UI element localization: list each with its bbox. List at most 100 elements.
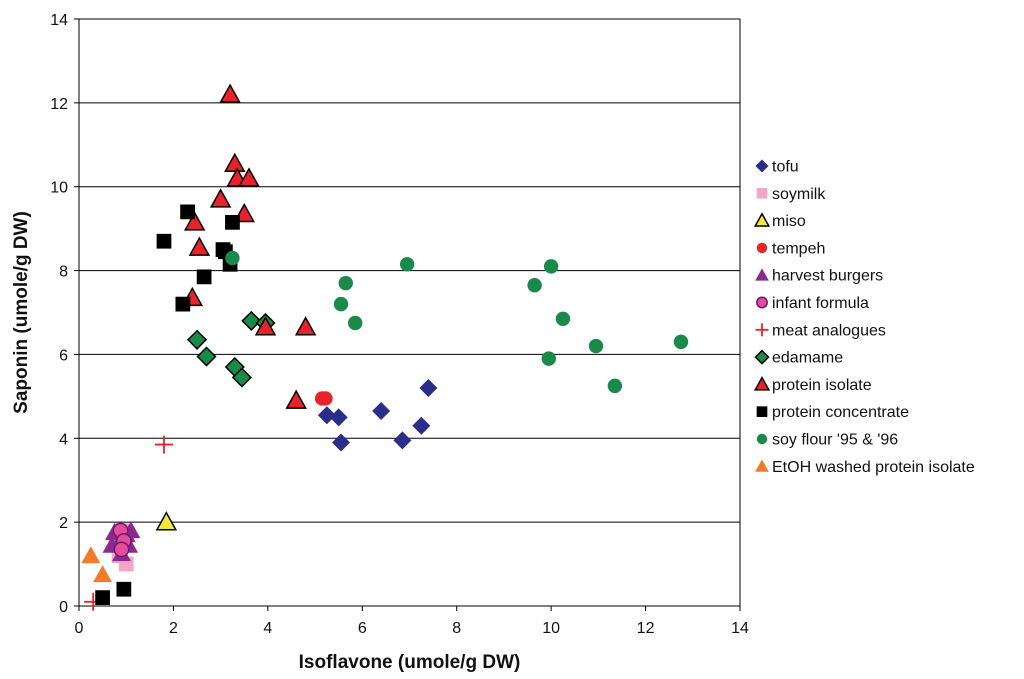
legend-item-etoh-washed-protein-isolate: EtOH washed protein isolate <box>755 459 975 476</box>
point-soy-flour-95-96 <box>348 315 363 331</box>
legend-label-tempeh: tempeh <box>772 240 825 257</box>
series-tempeh <box>314 391 333 406</box>
legend-marker-soymilk <box>756 187 768 199</box>
legend-label-edamame: edamame <box>772 350 843 367</box>
y-tick-label-12: 12 <box>50 96 68 113</box>
legend-label-protein-concentrate: protein concentrate <box>772 404 909 421</box>
gridlines <box>79 102 740 523</box>
series-infant-formula <box>112 522 132 558</box>
point-soy-flour-95-96 <box>543 259 559 274</box>
point-protein-isolate <box>254 316 277 336</box>
x-tick-label-4: 4 <box>263 620 272 637</box>
x-tick-label-14: 14 <box>731 620 749 637</box>
series-protein-isolate <box>181 83 317 409</box>
y-axis-title: Saponin (umole/g DW) <box>11 211 32 414</box>
series-etoh-washed-protein-isolate <box>81 546 113 583</box>
point-etoh-washed-protein-isolate <box>93 565 113 583</box>
point-soy-flour-95-96 <box>338 275 353 291</box>
point-protein-concentrate <box>196 269 212 285</box>
point-protein-concentrate <box>175 296 191 312</box>
legend-label-meat-analogues: meat analogues <box>772 322 886 339</box>
point-soy-flour-95-96 <box>333 296 349 312</box>
point-tofu <box>329 408 348 427</box>
point-tofu <box>372 402 391 421</box>
legend-marker-miso <box>753 212 771 227</box>
x-tick-label-8: 8 <box>452 620 461 637</box>
point-tofu <box>317 406 336 425</box>
point-edamame <box>231 367 252 388</box>
point-soy-flour-95-96 <box>225 250 240 266</box>
point-miso <box>155 511 178 531</box>
point-protein-isolate <box>294 316 317 336</box>
series-miso <box>155 511 178 531</box>
x-tick-label-2: 2 <box>169 620 178 637</box>
point-soy-flour-95-96 <box>399 257 415 272</box>
y-tick-label-4: 4 <box>59 431 68 448</box>
point-etoh-washed-protein-isolate <box>81 546 101 564</box>
legend-item-protein-concentrate: protein concentrate <box>756 404 909 421</box>
point-tempeh <box>318 391 333 406</box>
point-protein-concentrate <box>156 233 172 249</box>
legend-label-etoh-washed-protein-isolate: EtOH washed protein isolate <box>772 459 975 476</box>
legend-marker-tofu <box>755 159 769 173</box>
point-protein-isolate <box>224 152 246 172</box>
point-edamame <box>186 329 208 350</box>
point-protein-concentrate <box>116 581 132 597</box>
legend-marker-infant-formula <box>756 296 768 309</box>
legend-marker-edamame <box>754 349 770 365</box>
point-edamame <box>196 346 217 367</box>
point-protein-concentrate <box>180 204 195 220</box>
point-soy-flour-95-96 <box>541 351 556 366</box>
legend-label-miso: miso <box>772 213 806 230</box>
point-edamame <box>241 310 262 331</box>
legend-item-soy-flour-95-96: soy flour '95 & '96 <box>756 432 898 449</box>
legend: tofu soymilk miso tempeh harvest burgers infa… <box>753 159 975 476</box>
point-soy-flour-95-96 <box>527 278 542 293</box>
legend-label-tofu: tofu <box>772 159 799 176</box>
legend-item-protein-isolate: protein isolate <box>753 376 872 394</box>
legend-marker-etoh-washed-protein-isolate <box>755 459 769 472</box>
point-protein-concentrate <box>95 590 110 605</box>
point-protein-isolate <box>219 83 241 103</box>
y-tick-label-0: 0 <box>59 599 68 616</box>
legend-item-miso: miso <box>753 212 806 230</box>
legend-label-protein-isolate: protein isolate <box>772 377 872 394</box>
point-protein-isolate <box>209 188 232 208</box>
point-soy-flour-95-96 <box>607 378 623 394</box>
legend-item-edamame: edamame <box>754 349 843 367</box>
legend-item-tofu: tofu <box>755 159 799 176</box>
point-meat-analogues <box>154 435 173 454</box>
series-soy-flour-95-96 <box>225 250 689 394</box>
legend-label-infant-formula: infant formula <box>772 295 869 312</box>
point-tofu <box>393 431 412 450</box>
point-soy-flour-95-96 <box>673 334 689 350</box>
legend-item-soymilk: soymilk <box>756 186 826 203</box>
legend-marker-soy-flour-95-96 <box>756 433 768 445</box>
point-soy-flour-95-96 <box>588 338 604 354</box>
x-tick-label-12: 12 <box>637 620 655 637</box>
y-tick-label-8: 8 <box>59 264 68 281</box>
x-tick-label-6: 6 <box>358 620 367 637</box>
point-tofu <box>419 378 438 397</box>
x-tick-label-10: 10 <box>542 620 560 637</box>
legend-item-meat-analogues: meat analogues <box>755 322 886 339</box>
legend-label-soymilk: soymilk <box>772 186 826 203</box>
point-protein-isolate <box>285 389 307 409</box>
legend-item-tempeh: tempeh <box>756 240 825 257</box>
legend-label-soy-flour-95-96: soy flour '95 & '96 <box>772 432 898 449</box>
x-tick-label-0: 0 <box>75 620 84 637</box>
y-axis-ticks: 0 2 4 6 8 10 12 14 <box>50 12 79 616</box>
point-soy-flour-95-96 <box>555 311 571 326</box>
x-axis-ticks: 0 2 4 6 8 10 12 14 <box>75 606 749 637</box>
series-protein-concentrate <box>95 204 240 605</box>
x-axis-title: Isoflavone (umole/g DW) <box>299 652 521 673</box>
y-tick-label-10: 10 <box>50 180 68 197</box>
plot-frame <box>78 18 741 607</box>
point-protein-isolate <box>183 211 206 231</box>
legend-item-harvest-burgers: harvest burgers <box>755 268 883 285</box>
legend-item-infant-formula: infant formula <box>756 295 869 312</box>
y-tick-label-6: 6 <box>59 347 68 364</box>
point-tofu <box>412 416 431 435</box>
